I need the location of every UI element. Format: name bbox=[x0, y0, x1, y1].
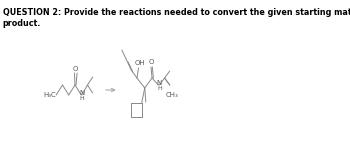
Text: O: O bbox=[148, 59, 154, 65]
Text: OH: OH bbox=[134, 60, 145, 66]
Text: N: N bbox=[157, 80, 162, 86]
Text: N: N bbox=[79, 90, 84, 96]
Text: CH₃: CH₃ bbox=[166, 92, 179, 98]
Text: H: H bbox=[157, 86, 162, 92]
Text: O: O bbox=[72, 66, 78, 72]
Text: H₃C: H₃C bbox=[43, 92, 56, 98]
Text: H: H bbox=[79, 96, 84, 102]
Text: QUESTION 2: Provide the reactions needed to convert the given starting material : QUESTION 2: Provide the reactions needed… bbox=[2, 8, 350, 28]
